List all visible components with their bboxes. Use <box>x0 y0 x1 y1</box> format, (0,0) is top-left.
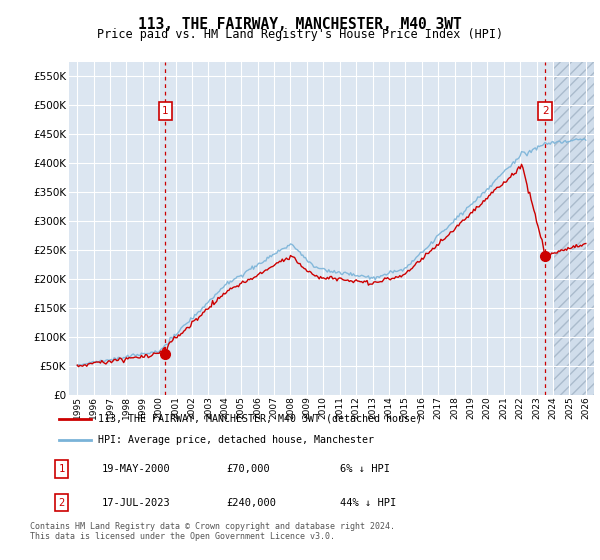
Bar <box>554 62 594 395</box>
Text: Price paid vs. HM Land Registry's House Price Index (HPI): Price paid vs. HM Land Registry's House … <box>97 28 503 41</box>
Text: 17-JUL-2023: 17-JUL-2023 <box>102 497 171 507</box>
Text: 19-MAY-2000: 19-MAY-2000 <box>102 464 171 474</box>
Text: 44% ↓ HPI: 44% ↓ HPI <box>340 497 396 507</box>
Text: 1: 1 <box>162 106 169 116</box>
Text: 113, THE FAIRWAY, MANCHESTER, M40 3WT (detached house): 113, THE FAIRWAY, MANCHESTER, M40 3WT (d… <box>98 413 422 423</box>
Text: Contains HM Land Registry data © Crown copyright and database right 2024.
This d: Contains HM Land Registry data © Crown c… <box>30 522 395 542</box>
Text: £70,000: £70,000 <box>226 464 270 474</box>
Text: 6% ↓ HPI: 6% ↓ HPI <box>340 464 389 474</box>
Bar <box>554 62 594 395</box>
Text: HPI: Average price, detached house, Manchester: HPI: Average price, detached house, Manc… <box>98 435 374 445</box>
Text: 1: 1 <box>58 464 65 474</box>
Text: £240,000: £240,000 <box>226 497 276 507</box>
Text: 2: 2 <box>542 106 549 116</box>
Text: 2: 2 <box>58 497 65 507</box>
Text: 113, THE FAIRWAY, MANCHESTER, M40 3WT: 113, THE FAIRWAY, MANCHESTER, M40 3WT <box>138 17 462 32</box>
